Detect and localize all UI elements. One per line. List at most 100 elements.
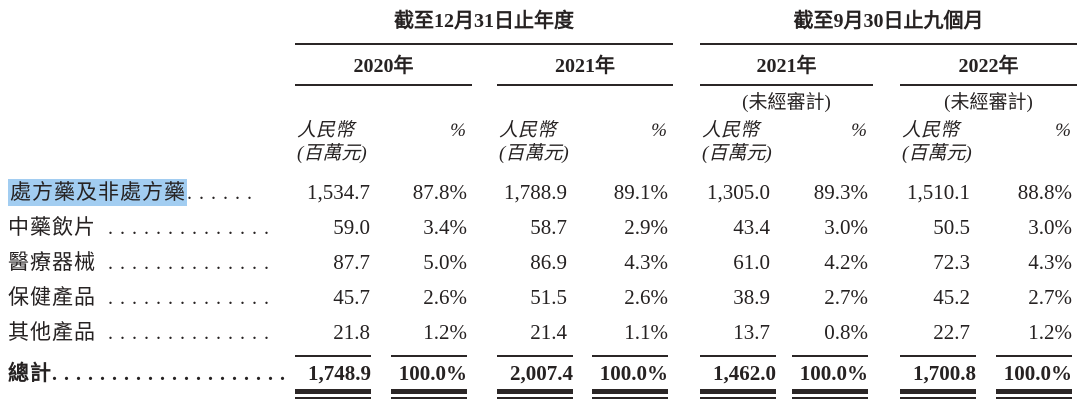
percent-cell: 2.9% xyxy=(624,215,668,239)
spacer-cell xyxy=(472,245,497,280)
amount-cell: 45.2 xyxy=(933,285,970,309)
spacer-cell xyxy=(472,210,497,245)
amount-unit-line1: 人民幣 xyxy=(702,120,760,141)
percent-cell: 87.8% xyxy=(412,180,467,204)
percent-cell: 88.8% xyxy=(1017,180,1072,204)
total-value: 100.0% xyxy=(792,355,868,399)
group-header-nine-months: 截至9月30日止九個月 xyxy=(700,2,1077,45)
total-percent-cell: 100.0% xyxy=(372,350,472,399)
spacer-cell xyxy=(673,175,700,210)
amount-unit-line1: 人民幣 xyxy=(902,120,960,141)
amount-unit-line2: (百萬元) xyxy=(902,143,972,164)
total-percent-cell: 100.0% xyxy=(772,350,873,399)
total-value: 1,462.0 xyxy=(700,355,776,399)
percent-header: % xyxy=(450,120,466,141)
unaudited-note-row: (未經審計) (未經審計) xyxy=(0,85,1077,115)
total-value: 1,700.8 xyxy=(900,355,976,399)
year-header-2022-9m: 2022年 xyxy=(900,44,1077,86)
amount-unit-header: 人民幣 (百萬元) xyxy=(295,115,372,175)
note-empty xyxy=(497,85,673,115)
percent-cell: 3.4% xyxy=(423,215,467,239)
percent-cell: 5.0% xyxy=(423,250,467,274)
total-row: 總計.................... 1,748.9 100.0% 2,… xyxy=(0,350,1077,399)
row-label-text: 保健產品 xyxy=(8,285,96,309)
spacer-cell xyxy=(472,350,497,397)
total-percent-cell: 100.0% xyxy=(569,350,673,399)
group-header-row: 截至12月31日止年度 截至9月30日止九個月 xyxy=(0,2,1077,45)
spacer-cell xyxy=(673,85,700,115)
percent-cell: 4.3% xyxy=(624,250,668,274)
year-header-2021-9m: 2021年 xyxy=(700,44,873,86)
spacer-cell xyxy=(472,280,497,315)
year-header-row: 2020年 2021年 2021年 2022年 xyxy=(0,44,1077,86)
amount-cell: 21.8 xyxy=(333,320,370,344)
spacer-cell xyxy=(873,315,900,350)
amount-cell: 1,305.0 xyxy=(707,180,770,204)
percent-header: % xyxy=(851,120,867,141)
percent-cell: 4.2% xyxy=(824,250,868,274)
table-row-health-products: 保健產品 .............. 45.7 2.6% 51.5 2.6% … xyxy=(0,280,1077,315)
spacer-cell xyxy=(673,115,700,175)
amount-cell: 21.4 xyxy=(530,320,567,344)
highlighted-text[interactable]: 處方藥及非處方藥 xyxy=(8,179,187,206)
leader-dots: .............. xyxy=(96,287,276,309)
table-row-prescription-otc: 處方藥及非處方藥...... 1,534.7 87.8% 1,788.9 89.… xyxy=(0,175,1077,210)
percent-header: % xyxy=(651,120,667,141)
total-amount-cell: 1,700.8 xyxy=(900,350,976,399)
row-label-text: 醫療器械 xyxy=(8,250,96,274)
amount-cell: 51.5 xyxy=(530,285,567,309)
leader-dots: .............. xyxy=(96,217,276,239)
amount-unit-header: 人民幣 (百萬元) xyxy=(700,115,772,175)
spacer-cell xyxy=(472,175,497,210)
total-value: 1,748.9 xyxy=(295,355,371,399)
total-label: 總計.................... xyxy=(0,350,295,397)
percent-cell: 2.6% xyxy=(624,285,668,309)
corner-cell xyxy=(0,2,295,44)
row-label: 醫療器械 .............. xyxy=(0,245,295,280)
spacer-cell xyxy=(673,280,700,315)
spacer-cell xyxy=(472,115,497,175)
amount-cell: 61.0 xyxy=(733,250,770,274)
corner-cell xyxy=(0,44,295,85)
amount-unit-line2: (百萬元) xyxy=(297,143,367,164)
amount-cell: 13.7 xyxy=(733,320,770,344)
spacer-cell xyxy=(673,315,700,350)
note-empty xyxy=(295,85,472,115)
total-amount-cell: 1,462.0 xyxy=(700,350,776,399)
total-value: 100.0% xyxy=(592,355,668,399)
row-label: 其他產品 .............. xyxy=(0,315,295,350)
percent-cell: 3.0% xyxy=(1028,215,1072,239)
spacer-cell xyxy=(873,115,900,175)
percent-cell: 2.6% xyxy=(423,285,467,309)
row-label: 處方藥及非處方藥...... xyxy=(0,175,295,210)
spacer-cell xyxy=(472,44,497,85)
percent-cell: 1.2% xyxy=(1028,320,1072,344)
amount-unit-line2: (百萬元) xyxy=(702,143,772,164)
row-label: 中藥飲片 .............. xyxy=(0,210,295,245)
year-header-2020: 2020年 xyxy=(295,44,472,86)
table-row-other-products: 其他產品 .............. 21.8 1.2% 21.4 1.1% … xyxy=(0,315,1077,350)
percent-cell: 89.1% xyxy=(613,180,668,204)
amount-cell: 59.0 xyxy=(333,215,370,239)
total-amount-cell: 2,007.4 xyxy=(497,350,573,399)
amount-cell: 72.3 xyxy=(933,250,970,274)
spacer-cell xyxy=(873,350,900,397)
amount-cell: 38.9 xyxy=(733,285,770,309)
amount-unit-header: 人民幣 (百萬元) xyxy=(497,115,569,175)
table-row-tcm-pieces: 中藥飲片 .............. 59.0 3.4% 58.7 2.9% … xyxy=(0,210,1077,245)
revenue-breakdown-table: 截至12月31日止年度 截至9月30日止九個月 2020年 2021年 2021… xyxy=(0,2,1077,399)
leader-dots: .............. xyxy=(96,322,276,344)
percent-cell: 2.7% xyxy=(1028,285,1072,309)
total-value: 100.0% xyxy=(996,355,1072,399)
amount-cell: 58.7 xyxy=(530,215,567,239)
amount-cell: 45.7 xyxy=(333,285,370,309)
spacer-cell xyxy=(873,175,900,210)
amount-unit-header: 人民幣 (百萬元) xyxy=(900,115,972,175)
spacer-cell xyxy=(873,44,900,85)
total-label-text: 總計 xyxy=(8,361,52,385)
amount-unit-line2: (百萬元) xyxy=(499,143,569,164)
spacer-cell xyxy=(472,85,497,115)
year-header-2021: 2021年 xyxy=(497,44,673,86)
